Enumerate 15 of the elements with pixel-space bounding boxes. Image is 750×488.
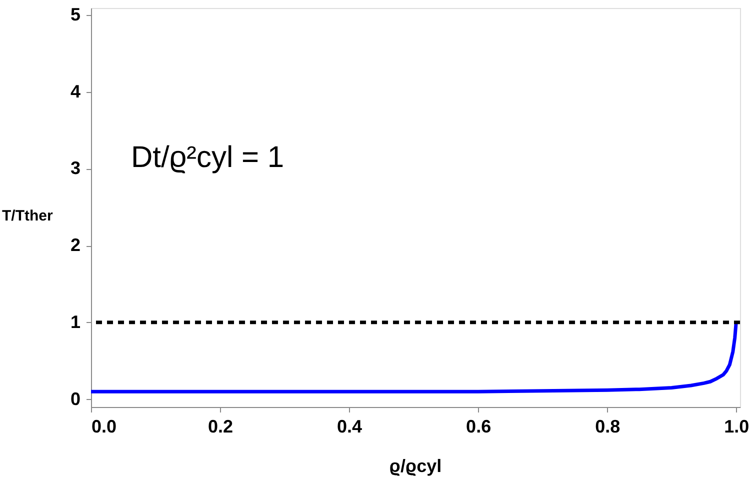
y-axis-title: T/Tther	[2, 207, 53, 224]
x-tick-label: 0.8	[595, 416, 620, 436]
y-tick-label: 0	[70, 388, 80, 409]
x-tick-label: 0.0	[92, 416, 117, 436]
annotation: Dt/ϱ²cyl = 1	[131, 141, 284, 174]
x-tick-label: 0.2	[208, 416, 234, 436]
x-tick-label: 0.6	[466, 416, 492, 436]
x-tick-label: 1.0	[724, 416, 750, 436]
y-tick-label: 4	[70, 81, 80, 102]
x-axis-title: ϱ/ϱcyl	[389, 456, 442, 476]
y-tick-label: 2	[70, 235, 80, 256]
y-tick-label: 5	[70, 4, 80, 24]
x-tick-label: 0.4	[337, 416, 362, 436]
y-tick-label: 3	[70, 158, 80, 178]
y-tick-label: 1	[70, 312, 80, 332]
